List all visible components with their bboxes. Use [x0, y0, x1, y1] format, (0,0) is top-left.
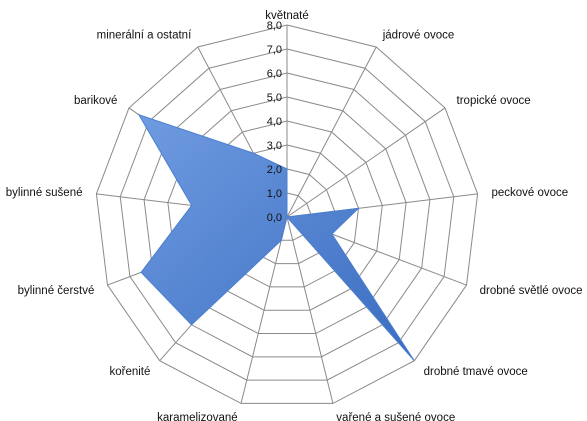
category-label: karamelizované	[157, 412, 238, 421]
category-label: peckové ovoce	[491, 187, 568, 199]
category-label: kořenité	[109, 366, 150, 378]
grid-spoke	[286, 107, 446, 218]
category-label: barikové	[74, 95, 117, 107]
tick-label: 0,0	[267, 212, 282, 224]
radar-series	[137, 113, 415, 362]
tick-label: 7,0	[267, 44, 282, 56]
series-area	[137, 113, 415, 362]
tick-label: 3,0	[267, 140, 282, 152]
category-label: bylinné čerstvé	[18, 285, 95, 297]
tick-label: 2,0	[267, 164, 282, 176]
category-label: bylinné sušené	[6, 187, 83, 199]
category-axis: květnaté jádrové ovoce tropické ovoce pecko…	[6, 10, 583, 421]
grid-spoke	[286, 46, 377, 218]
grid-ring	[119, 48, 455, 381]
tick-label: 4,0	[267, 116, 282, 128]
category-label: drobné světlé ovoce	[480, 285, 583, 297]
grid-ring	[95, 24, 479, 404]
tick-label: 1,0	[267, 188, 282, 200]
grid-spoke	[286, 216, 334, 404]
category-label: drobné tmavé ovoce	[424, 366, 528, 378]
category-label: květnaté	[265, 10, 308, 22]
tick-label: 5,0	[267, 92, 282, 104]
tick-label: 6,0	[267, 68, 282, 80]
grid-spoke	[240, 216, 288, 404]
tick-label: 8,0	[267, 20, 282, 32]
category-label: jádrové ovoce	[382, 30, 455, 42]
category-label: vařené a sušené ovoce	[336, 412, 455, 421]
category-label: tropické ovoce	[457, 95, 531, 107]
category-label: minerální a ostatní	[97, 30, 192, 42]
radial-axis: 0,0 1,0 2,0 3,0 4,0 5,0 6,0 7,0 8,0	[267, 20, 282, 224]
